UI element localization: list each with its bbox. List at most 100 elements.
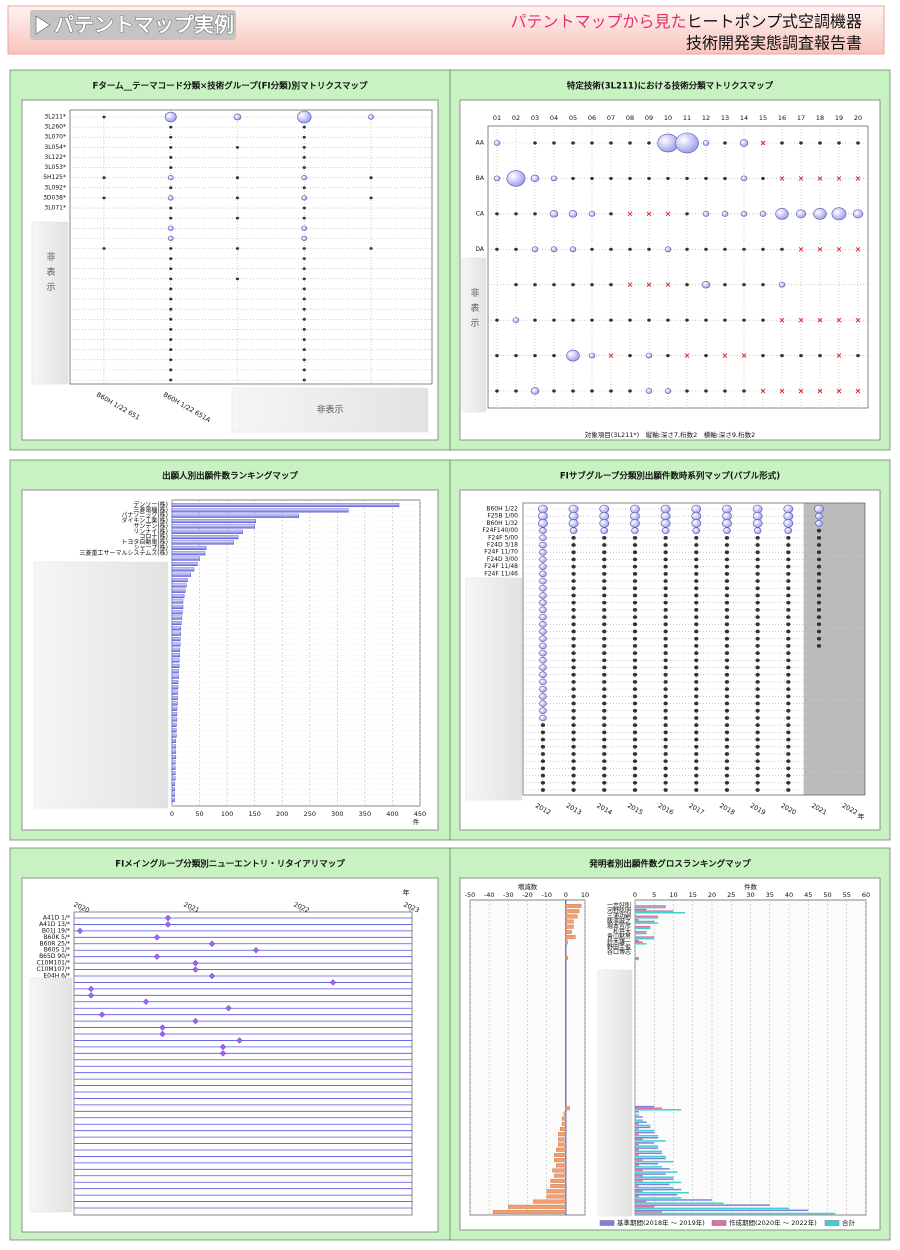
bubble: [786, 615, 791, 619]
bubble: [795, 209, 807, 219]
bubble: [786, 687, 791, 691]
diff-bar: [565, 919, 574, 924]
bar: [171, 776, 176, 781]
plot-panel: [21, 99, 439, 441]
count-bar: [635, 1129, 655, 1132]
bubble: [755, 629, 760, 634]
bubble: [602, 744, 607, 749]
bubble: [783, 504, 794, 514]
bubble: [724, 579, 730, 583]
bubble: [571, 716, 576, 720]
bubble: [169, 307, 173, 311]
row-label: CA: [476, 210, 485, 217]
bubble: [740, 175, 748, 182]
bubble: [590, 389, 594, 393]
column-label: 17: [797, 114, 805, 122]
bar: [171, 755, 177, 760]
bubble: [571, 766, 576, 771]
bubble: [856, 141, 860, 145]
bubble: [663, 636, 668, 641]
row-label: B60S 1/*: [44, 947, 70, 954]
bubble: [816, 622, 822, 627]
bar: [171, 594, 185, 599]
bar: [171, 781, 175, 786]
entry-marker: [153, 934, 161, 941]
bubble: [493, 175, 501, 182]
bubble: [602, 608, 607, 612]
bubble: [694, 622, 699, 627]
bubble: [816, 571, 822, 576]
bubble: [755, 543, 760, 547]
bubble: [786, 564, 791, 569]
count-bar: [635, 1145, 659, 1147]
bubble: [786, 716, 791, 720]
count-bar: [635, 1199, 712, 1201]
x-tick-label: 15: [689, 891, 697, 899]
category-label: リンナイ(株): [133, 527, 168, 535]
bubble: [724, 651, 730, 655]
bubble: [533, 353, 537, 358]
bar: [171, 529, 243, 534]
bar: [171, 621, 182, 626]
bubble: [663, 665, 668, 670]
entry-marker: [219, 1043, 227, 1051]
bubble: [602, 543, 607, 547]
bubble: [552, 389, 556, 393]
bubble: [540, 737, 546, 742]
count-bar: [635, 919, 639, 921]
diff-bar: [565, 909, 580, 914]
bubble: [630, 519, 640, 528]
row-label: F24F140/00: [482, 527, 518, 534]
bubble: [780, 247, 784, 251]
bubble: [539, 685, 547, 693]
bubble: [723, 176, 727, 181]
count-bar: [635, 932, 647, 935]
bubble: [533, 212, 537, 216]
inventor-label: 谷口博志: [607, 948, 631, 956]
bar: [171, 663, 180, 668]
entry-marker: [76, 927, 84, 935]
plot-panel: [459, 99, 881, 441]
bubble: [571, 600, 576, 605]
panel-title: 発明者別出願件数グロスランキングマップ: [588, 859, 751, 870]
diff-bar: [565, 904, 582, 908]
header-title-box: [30, 10, 236, 40]
bubble: [302, 338, 306, 341]
count-bar: [635, 910, 674, 912]
bubble: [786, 701, 791, 706]
bubble: [632, 608, 638, 612]
count-bar: [635, 922, 659, 924]
bubble: [755, 766, 760, 771]
zero-mark: [817, 246, 823, 252]
count-bar: [635, 1195, 639, 1198]
bubble: [816, 600, 822, 605]
bubble: [630, 511, 640, 521]
bubble: [539, 628, 547, 635]
bubble: [815, 512, 823, 520]
category-label: パナソニック(株): [121, 511, 168, 519]
bubble: [702, 210, 710, 217]
entry-marker: [225, 1004, 232, 1012]
bubble: [724, 636, 730, 641]
row-label: B65D 90/*: [39, 953, 70, 960]
inventor-label: 青山黙男: [607, 933, 631, 941]
bubble: [837, 141, 841, 145]
bubble: [588, 210, 596, 217]
bubble: [602, 658, 607, 663]
bar: [171, 551, 206, 556]
hidden-area: [231, 387, 429, 433]
bubble: [235, 216, 240, 220]
diff-bar: [556, 1163, 566, 1168]
bubble: [694, 730, 699, 735]
bubble: [816, 644, 822, 648]
bubble: [568, 519, 579, 528]
count-bar: [635, 1114, 639, 1116]
bubble: [799, 141, 803, 145]
count-bar: [635, 936, 655, 938]
bubble: [590, 141, 594, 145]
bubble: [302, 358, 306, 362]
count-bar: [635, 958, 639, 961]
bubble: [628, 176, 632, 181]
bubble: [571, 535, 576, 540]
bubble: [571, 141, 575, 145]
